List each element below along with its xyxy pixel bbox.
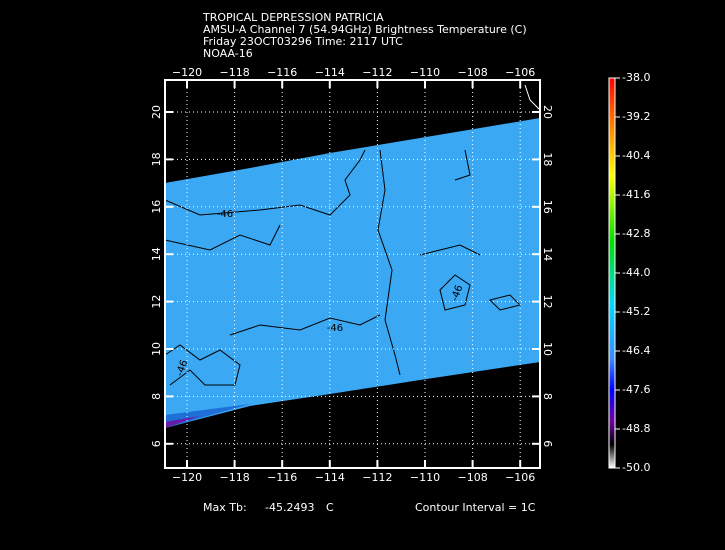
swath [165,118,540,428]
lon-label-bottom: −114 [315,471,345,484]
lon-label-bottom: −116 [267,471,297,484]
colorbar-ticks: -38.0 -39.2 -40.4 -41.6 -42.8 -44.0 -45.2 -46.4… [615,71,650,474]
lon-label-bottom: −108 [457,471,487,484]
max-tb-label: Max Tb: [203,501,247,514]
lon-label-bottom: −112 [362,471,392,484]
lat-label-right: 6 [541,440,554,447]
contour-interval: Contour Interval = 1C [415,501,536,514]
contour-label: -46 [175,359,191,378]
lon-label-top: −106 [505,66,535,79]
swath-edge [165,404,250,428]
max-tb-unit: C [326,501,334,514]
lon-label-top: −110 [410,66,440,79]
lon-label-bottom: −120 [172,471,202,484]
colorbar-label: -47.6 [622,383,650,396]
axes: −120 −120 −118 −118 −116 −116 −114 −114 −112 −112… [150,66,554,484]
header-line: AMSU-A Channel 7 (54.94GHz) Brightness T… [203,23,527,36]
max-tb-value: -45.2493 [265,501,314,514]
colorbar-label: -48.8 [622,422,650,435]
contours [164,84,541,386]
lon-label-top: −120 [172,66,202,79]
lat-label-left: 6 [150,440,163,447]
lat-label-right: 20 [541,105,554,119]
contour-label: -46 [450,284,466,303]
header-line: NOAA-16 [203,47,253,60]
lat-label-left: 14 [150,247,163,261]
map-frame [164,79,541,469]
colorbar-label: -44.0 [622,266,650,279]
lat-label-right: 10 [541,342,554,356]
colorbar-label: -45.2 [622,305,650,318]
colorbar-label: -42.8 [622,227,650,240]
lon-label-top: −108 [457,66,487,79]
contour-label: -46 [217,209,233,220]
lat-label-right: 16 [541,200,554,214]
lon-label-top: −116 [267,66,297,79]
colorbar-label: -50.0 [622,461,650,474]
contour-label: -46 [327,323,343,334]
colorbar-label: -39.2 [622,110,650,123]
colorbar-label: -41.6 [622,188,650,201]
lat-label-left: 12 [150,295,163,309]
lon-label-bottom: −118 [219,471,249,484]
lon-label-top: −118 [219,66,249,79]
lat-label-right: 18 [541,152,554,166]
contour-labels: -46 -46 -46 -46 [175,209,466,378]
colorbar-label: -46.4 [622,344,650,357]
lon-label-top: −114 [315,66,345,79]
lat-label-left: 20 [150,105,163,119]
lat-label-left: 10 [150,342,163,356]
lat-label-right: 12 [541,295,554,309]
lat-label-left: 18 [150,152,163,166]
swath-edge [165,416,200,428]
lat-label-right: 8 [541,393,554,400]
lat-label-right: 14 [541,247,554,261]
lon-label-bottom: −106 [505,471,535,484]
lon-label-bottom: −110 [410,471,440,484]
lon-label-top: −112 [362,66,392,79]
header-line: Friday 23OCT03296 Time: 2117 UTC [203,35,403,48]
lat-label-left: 8 [150,393,163,400]
colorbar-label: -40.4 [622,149,650,162]
colorbar [608,77,616,469]
header-line: TROPICAL DEPRESSION PATRICIA [202,11,384,24]
colorbar-label: -38.0 [622,71,650,84]
lat-label-left: 16 [150,200,163,214]
